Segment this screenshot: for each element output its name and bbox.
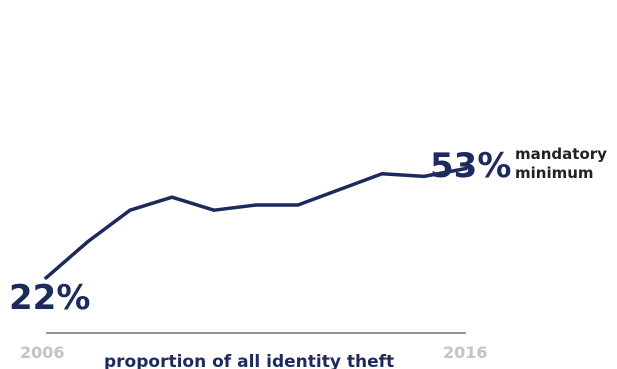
data-point-2008 [128, 208, 132, 212]
data-point-2012 [296, 203, 300, 207]
start-value-label: 22% [9, 278, 90, 318]
end-value-label: 53% [430, 146, 511, 186]
data-point-2013 [338, 187, 342, 191]
data-point-2010 [212, 208, 216, 212]
data-point-2011 [254, 203, 258, 207]
x-axis-title: proportion of all identity theft [104, 352, 394, 369]
data-point-2006 [44, 276, 48, 280]
series-layer [44, 166, 468, 280]
data-point-2015 [422, 174, 426, 178]
x-tick-end: 2016 [443, 343, 488, 362]
x-tick-start: 2006 [20, 343, 65, 362]
data-point-2009 [170, 195, 174, 199]
end-note-line1: mandatory [515, 145, 607, 163]
end-note-line2: minimum [515, 164, 594, 182]
data-point-2016 [464, 166, 468, 171]
data-point-2014 [380, 172, 384, 176]
series-line-0 [44, 166, 468, 280]
data-point-2007 [86, 239, 90, 244]
